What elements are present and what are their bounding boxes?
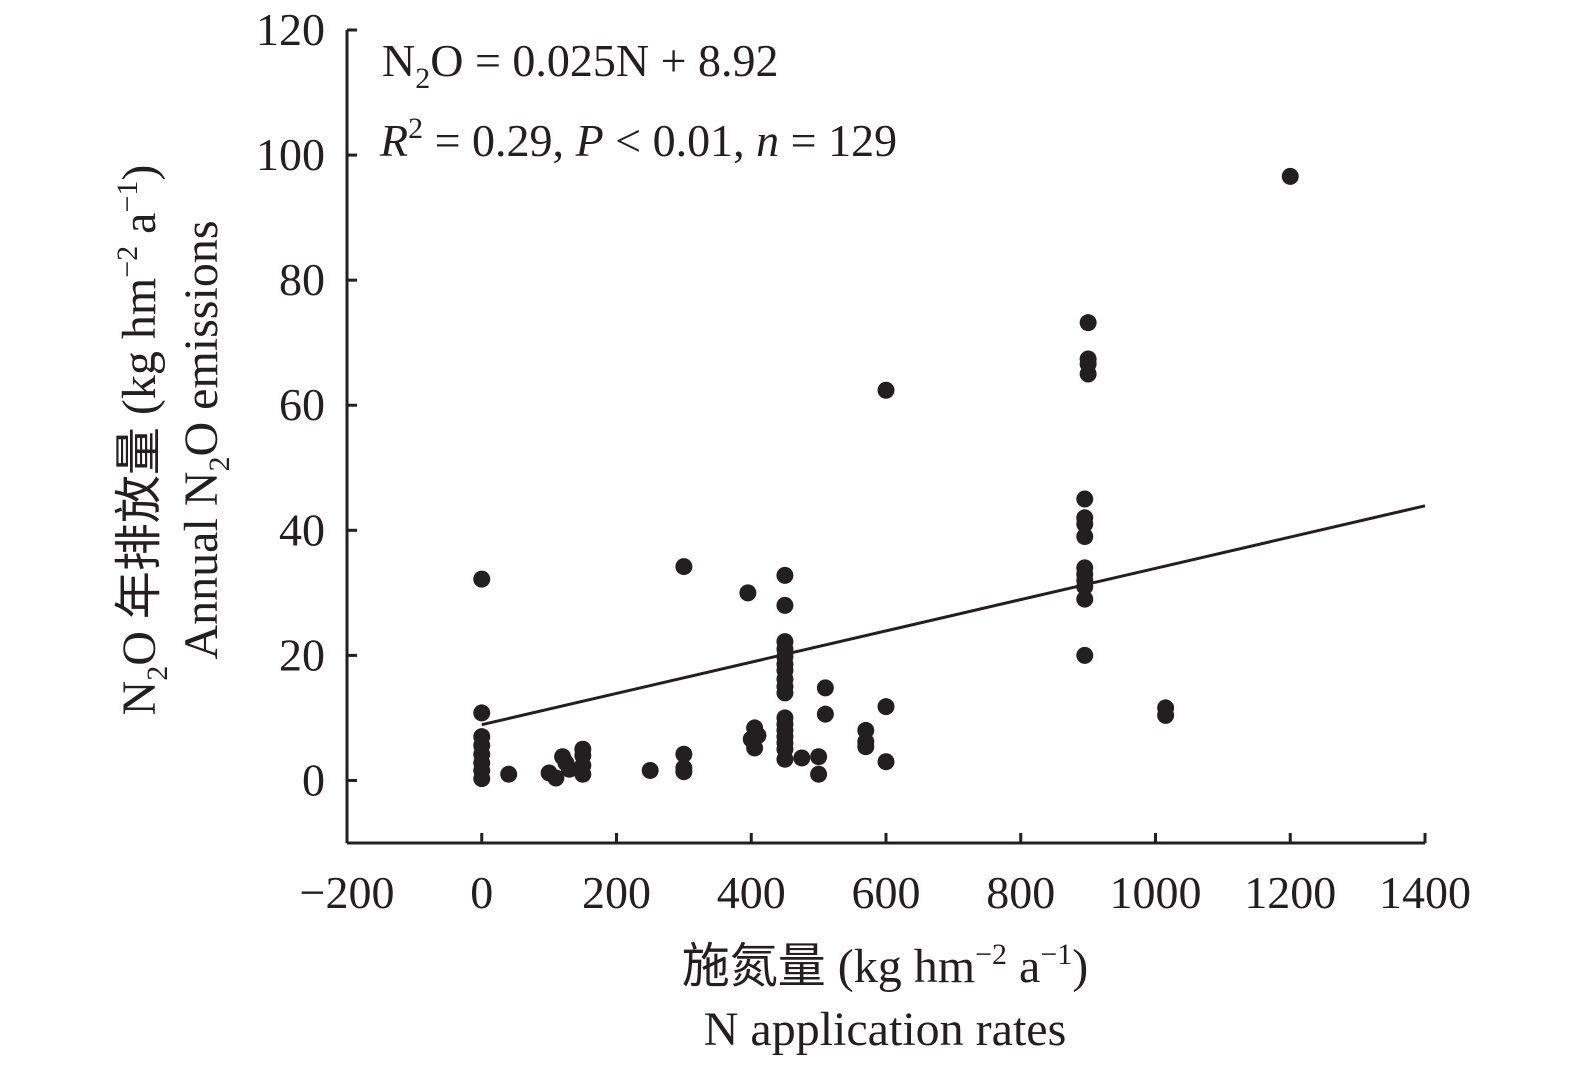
data-point bbox=[857, 738, 875, 756]
x-tick-label: 400 bbox=[717, 867, 786, 918]
data-point bbox=[675, 745, 693, 763]
data-point bbox=[1079, 314, 1097, 332]
data-points bbox=[473, 167, 1299, 788]
data-point bbox=[641, 761, 659, 779]
data-point bbox=[877, 381, 895, 399]
data-point bbox=[1076, 528, 1094, 546]
y-tick-label: 0 bbox=[302, 754, 325, 805]
data-point bbox=[473, 770, 491, 788]
x-tick-label: 600 bbox=[852, 867, 921, 918]
y-tick-label: 60 bbox=[279, 379, 325, 430]
data-point bbox=[547, 769, 565, 787]
x-tick-label: 200 bbox=[582, 867, 651, 918]
y-tick-label: 40 bbox=[279, 504, 325, 555]
y-tick-label: 20 bbox=[279, 629, 325, 680]
x-tick-label: 1400 bbox=[1379, 867, 1471, 918]
data-point bbox=[776, 750, 794, 768]
y-axis-title-en: Annual N2O emissions bbox=[175, 221, 236, 660]
y-axis-title-cn: N2O 年排放量 (kg hm−2 a−1) bbox=[111, 165, 174, 716]
data-point bbox=[810, 765, 828, 783]
data-point bbox=[877, 753, 895, 771]
data-point bbox=[877, 698, 895, 716]
x-tick-label: 1200 bbox=[1244, 867, 1336, 918]
data-point bbox=[816, 705, 834, 723]
data-point bbox=[500, 765, 518, 783]
y-tick-label: 80 bbox=[279, 254, 325, 305]
data-point bbox=[1076, 646, 1094, 664]
equation-line-1: N2O = 0.025N + 8.92 bbox=[382, 35, 779, 95]
data-point bbox=[675, 763, 693, 781]
x-tick-labels: −200 0 200 400 600 800 1000 1200 1400 bbox=[300, 867, 1471, 918]
y-tick-label: 100 bbox=[256, 129, 325, 180]
x-tick-label: −200 bbox=[300, 867, 395, 918]
x-tick-label: 1000 bbox=[1110, 867, 1202, 918]
data-point bbox=[1157, 706, 1175, 724]
data-point bbox=[749, 726, 767, 744]
data-point bbox=[793, 749, 811, 767]
data-point bbox=[816, 679, 834, 697]
data-point bbox=[739, 584, 757, 602]
equation-line-2: R2 = 0.29, P < 0.01, n = 129 bbox=[379, 112, 897, 166]
data-point bbox=[1281, 167, 1299, 185]
data-point bbox=[810, 748, 828, 766]
data-point bbox=[776, 566, 794, 584]
x-axis-title-cn: 施氮量 (kg hm−2 a−1) bbox=[682, 938, 1088, 993]
data-point bbox=[1076, 490, 1094, 508]
data-point bbox=[776, 596, 794, 614]
data-point bbox=[473, 704, 491, 722]
data-point bbox=[776, 684, 794, 702]
data-point bbox=[473, 570, 491, 588]
data-point bbox=[675, 558, 693, 576]
data-point bbox=[1079, 365, 1097, 383]
axes bbox=[345, 28, 1427, 845]
data-point bbox=[1076, 590, 1094, 608]
x-tick-label: 800 bbox=[986, 867, 1055, 918]
x-axis-title-en: N application rates bbox=[704, 1003, 1067, 1056]
regression-line bbox=[481, 504, 1426, 727]
y-tick-labels: 0 20 40 60 80 100 120 bbox=[256, 4, 325, 805]
data-point bbox=[560, 760, 578, 778]
data-point bbox=[574, 765, 592, 783]
data-point bbox=[1076, 515, 1094, 533]
x-tick-label: 0 bbox=[470, 867, 493, 918]
y-tick-label: 120 bbox=[256, 4, 325, 55]
